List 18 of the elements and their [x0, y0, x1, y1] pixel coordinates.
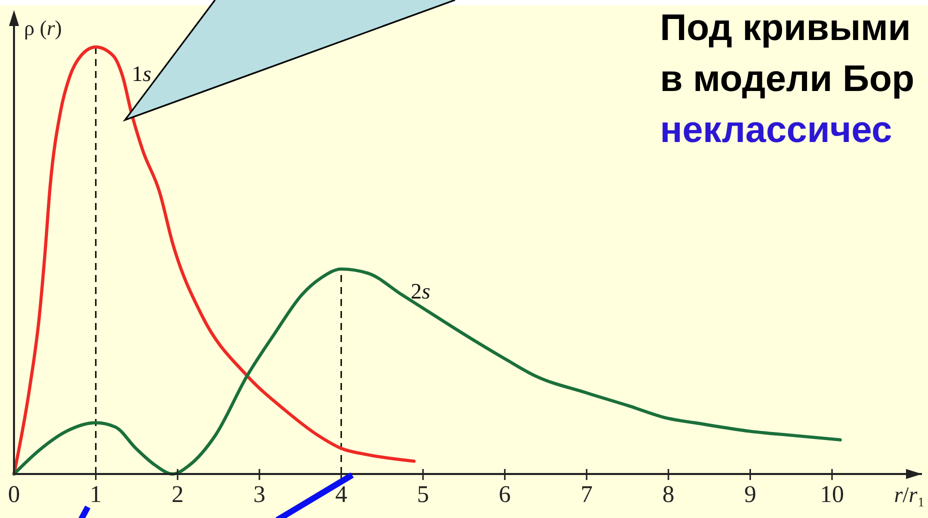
x-axis-title: r/r₁	[894, 482, 925, 507]
annotation: неклассичес	[660, 109, 892, 150]
x-tick-label: 3	[253, 482, 266, 508]
x-tick-label: 9	[744, 482, 756, 508]
x-tick-label: 7	[580, 482, 593, 508]
x-tick-label: 1	[90, 482, 102, 508]
x-tick-label: 2	[172, 482, 184, 508]
x-tick-label: 6	[498, 482, 511, 508]
x-tick-label: 5	[417, 482, 430, 508]
series-label: 2s	[410, 278, 430, 304]
y-axis-title: ρ (r)	[24, 16, 62, 40]
annotation: в модели Бор	[660, 58, 914, 99]
x-tick-label: 10	[820, 482, 844, 508]
annotation: Под кривыми	[660, 7, 911, 48]
series-label: 1s	[132, 60, 152, 86]
x-tick-label: 8	[662, 482, 674, 508]
x-tick-label: 4	[335, 482, 348, 508]
x-tick-label: 0	[8, 482, 20, 508]
